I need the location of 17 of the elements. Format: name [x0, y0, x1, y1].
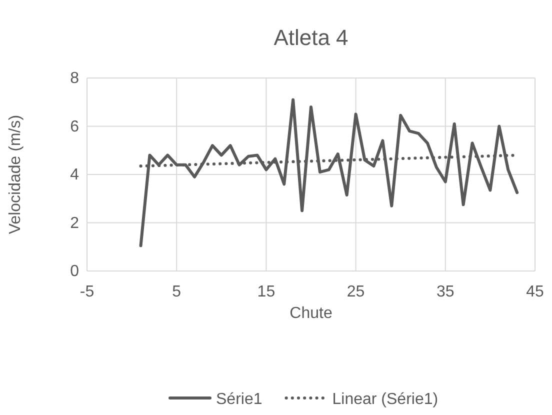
y-tick-label: 4	[70, 166, 80, 184]
x-tick-label: 15	[257, 283, 276, 300]
x-tick-label: -5	[80, 283, 94, 300]
y-axis-title: Velocidade (m/s)	[7, 114, 24, 234]
x-tick-label: 35	[436, 283, 454, 300]
chart-title: Atleta 4	[274, 25, 348, 50]
line-series	[139, 98, 519, 248]
y-tick-label: 8	[70, 70, 80, 88]
y-tick-label: 2	[70, 214, 80, 232]
x-tick-label: 45	[526, 283, 544, 300]
x-tick-label: 25	[346, 283, 365, 300]
x-tick-label: 5	[172, 283, 182, 300]
legend-label: Série1	[216, 391, 262, 408]
y-tick-label: 6	[70, 118, 80, 136]
x-axis-title: Chute	[290, 305, 332, 322]
y-tick-label: 0	[70, 263, 80, 280]
legend-label: Linear (Série1)	[332, 391, 438, 408]
